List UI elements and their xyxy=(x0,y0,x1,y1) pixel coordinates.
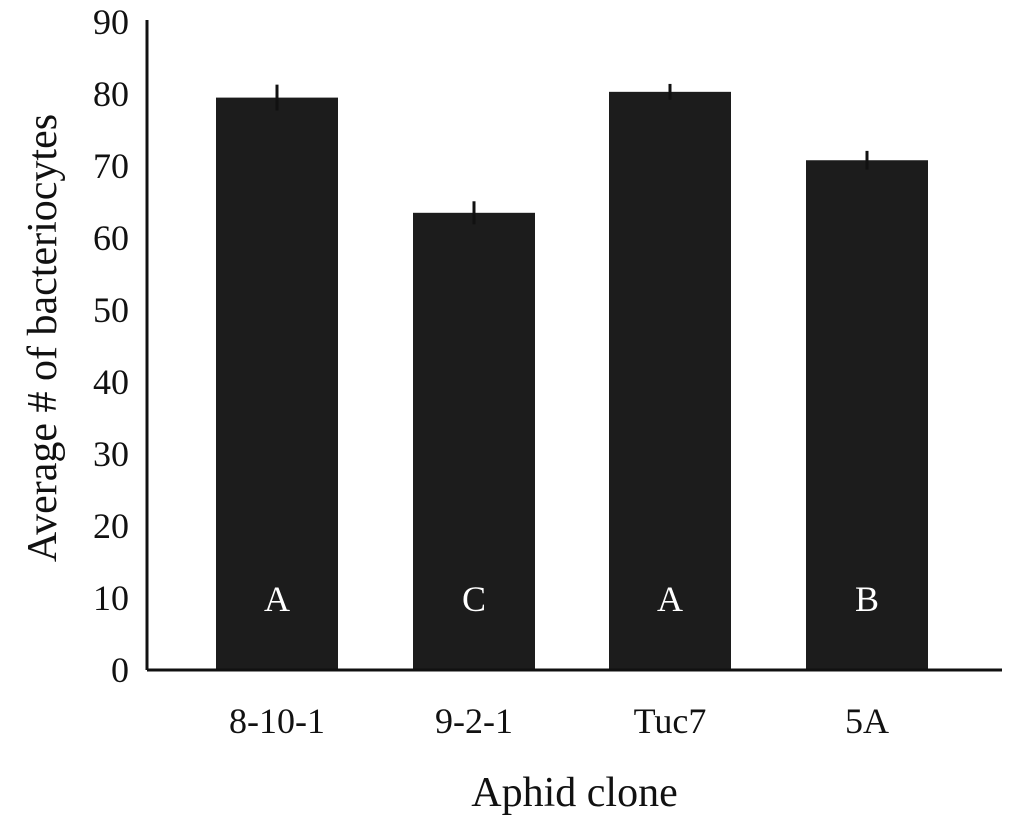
bar xyxy=(413,212,535,671)
x-tick-label: Tuc7 xyxy=(634,701,707,741)
y-tick-label: 10 xyxy=(93,578,129,618)
y-tick-label: 70 xyxy=(93,146,129,186)
y-tick-label: 60 xyxy=(93,218,129,258)
y-tick-label: 50 xyxy=(93,290,129,330)
x-tick-labels: 8-10-1 9-2-1 Tuc7 5A xyxy=(229,701,889,741)
y-tick-label: 40 xyxy=(93,362,129,402)
bar-significance-label: B xyxy=(855,579,879,619)
bar xyxy=(216,97,338,671)
y-tick-label: 20 xyxy=(93,506,129,546)
y-tick-label: 30 xyxy=(93,434,129,474)
y-tick-label: 90 xyxy=(93,2,129,42)
bar xyxy=(806,160,928,671)
x-tick-label: 8-10-1 xyxy=(229,701,325,741)
y-tick-label: 0 xyxy=(111,650,129,690)
x-tick-label: 9-2-1 xyxy=(435,701,513,741)
axes-layer xyxy=(145,20,1002,672)
bar xyxy=(609,91,731,671)
y-tick-label: 80 xyxy=(93,74,129,114)
bar-significance-label: A xyxy=(657,579,683,619)
x-tick-label: 5A xyxy=(845,701,889,741)
y-tick-labels: 0 10 20 30 40 50 60 70 80 90 xyxy=(93,2,129,690)
x-axis-title: Aphid clone xyxy=(471,770,677,816)
bar-significance-label: C xyxy=(462,579,486,619)
y-axis-title: Average # of bacteriocytes xyxy=(20,114,66,562)
bar-significance-label: A xyxy=(264,579,290,619)
